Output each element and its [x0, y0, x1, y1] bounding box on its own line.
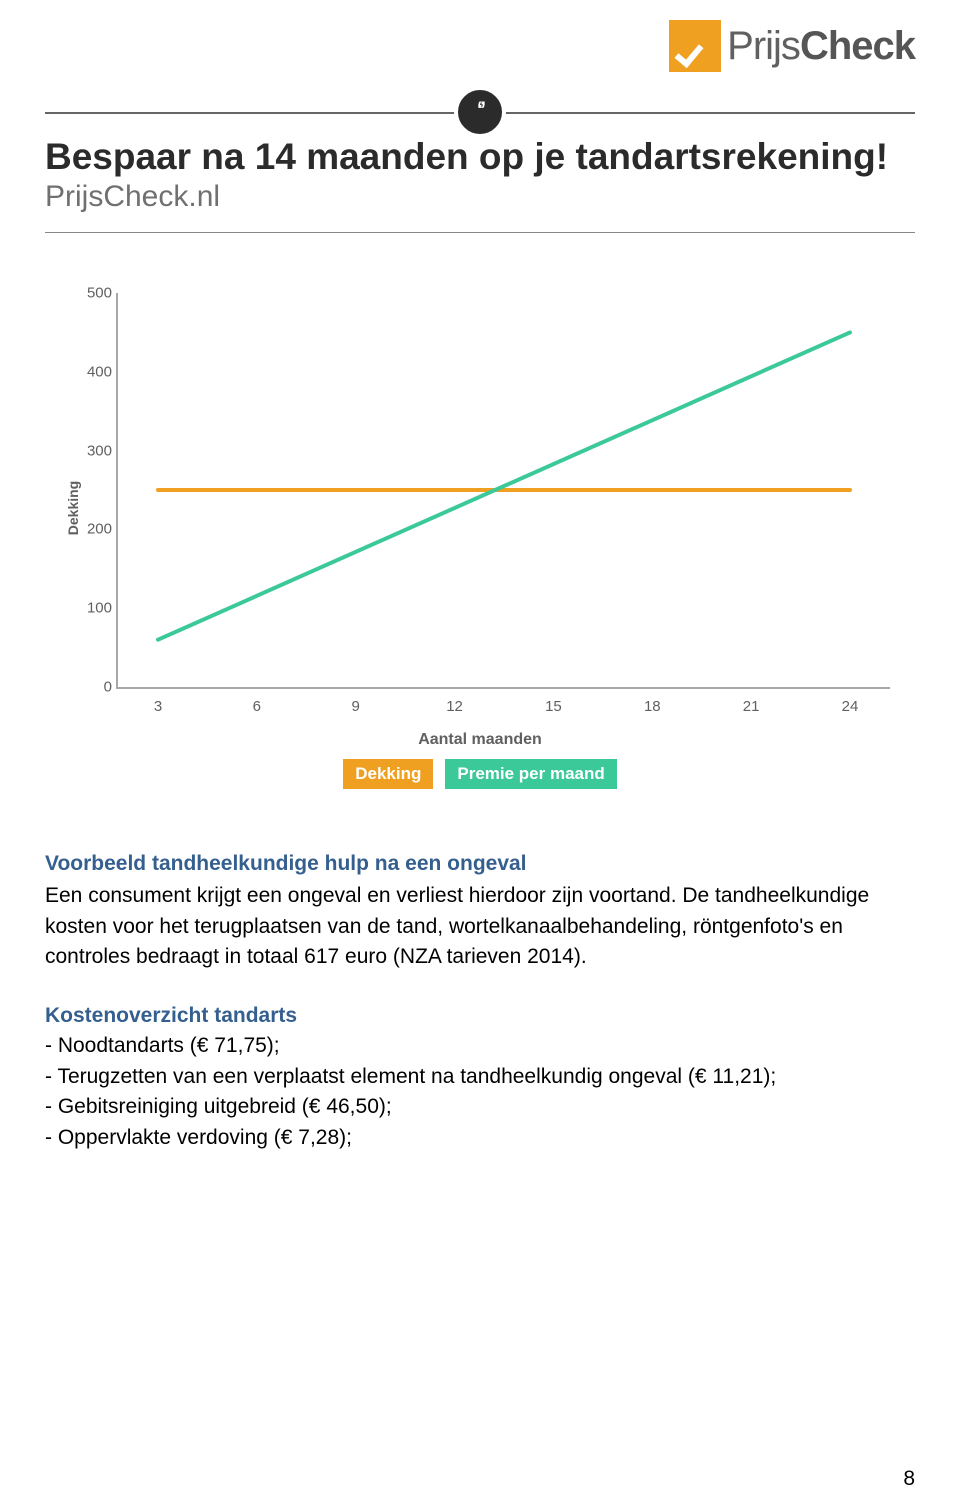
chart-lines-svg — [118, 293, 890, 687]
quote-top-rule: ‘’ — [45, 112, 915, 114]
cost-line: - Gebitsreiniging uitgebreid (€ 46,50); — [45, 1092, 915, 1122]
chart-ytick: 100 — [78, 600, 112, 617]
logo: PrijsCheck — [669, 20, 915, 72]
quote-bubble-icon: ‘’ — [454, 86, 506, 138]
chart-series-line — [158, 332, 850, 639]
quote-bottom-rule — [45, 232, 915, 233]
chart-ytick: 200 — [78, 521, 112, 538]
chart-xtick: 24 — [842, 698, 859, 715]
chart-xtick: 9 — [352, 698, 360, 715]
chart-ytick: 0 — [78, 679, 112, 696]
chart-ytick: 400 — [78, 363, 112, 380]
logo-row: PrijsCheck — [45, 20, 915, 72]
section-title: Voorbeeld tandheelkundige hulp na een on… — [45, 849, 915, 879]
legend-item: Dekking — [343, 759, 433, 789]
chart: Dekking 01002003004005003691215182124 — [60, 293, 900, 723]
body-text: Voorbeeld tandheelkundige hulp na een on… — [45, 849, 915, 1153]
chart-xtick: 15 — [545, 698, 562, 715]
chart-legend: Dekking Premie per maand — [45, 759, 915, 789]
logo-text: PrijsCheck — [727, 24, 915, 69]
chart-xtick: 18 — [644, 698, 661, 715]
chart-ytick: 300 — [78, 442, 112, 459]
quote-block: ‘’ Bespaar na 14 maanden op je tandartsr… — [45, 112, 915, 233]
chart-xtick: 6 — [253, 698, 261, 715]
chart-xtick: 21 — [743, 698, 760, 715]
chart-ytick: 500 — [78, 285, 112, 302]
chart-xlabel: Aantal maanden — [45, 731, 915, 749]
page-number: 8 — [903, 1467, 915, 1491]
body-paragraph: Een consument krijgt een ongeval en verl… — [45, 881, 915, 972]
quote-headline: Bespaar na 14 maanden op je tandartsreke… — [45, 136, 915, 178]
cost-heading: Kostenoverzicht tandarts — [45, 1001, 915, 1031]
chart-xtick: 12 — [446, 698, 463, 715]
logo-suffix: Check — [800, 24, 915, 68]
check-badge-icon — [669, 20, 721, 72]
chart-plot-area: 01002003004005003691215182124 — [116, 293, 890, 689]
cost-line: - Terugzetten van een verplaatst element… — [45, 1062, 915, 1092]
cost-line: - Oppervlakte verdoving (€ 7,28); — [45, 1123, 915, 1153]
cost-list: - Noodtandarts (€ 71,75);- Terugzetten v… — [45, 1031, 915, 1153]
quote-subhead: PrijsCheck.nl — [45, 180, 915, 214]
legend-item: Premie per maand — [445, 759, 616, 789]
logo-prefix: Prijs — [727, 24, 800, 68]
cost-line: - Noodtandarts (€ 71,75); — [45, 1031, 915, 1061]
chart-xtick: 3 — [154, 698, 162, 715]
